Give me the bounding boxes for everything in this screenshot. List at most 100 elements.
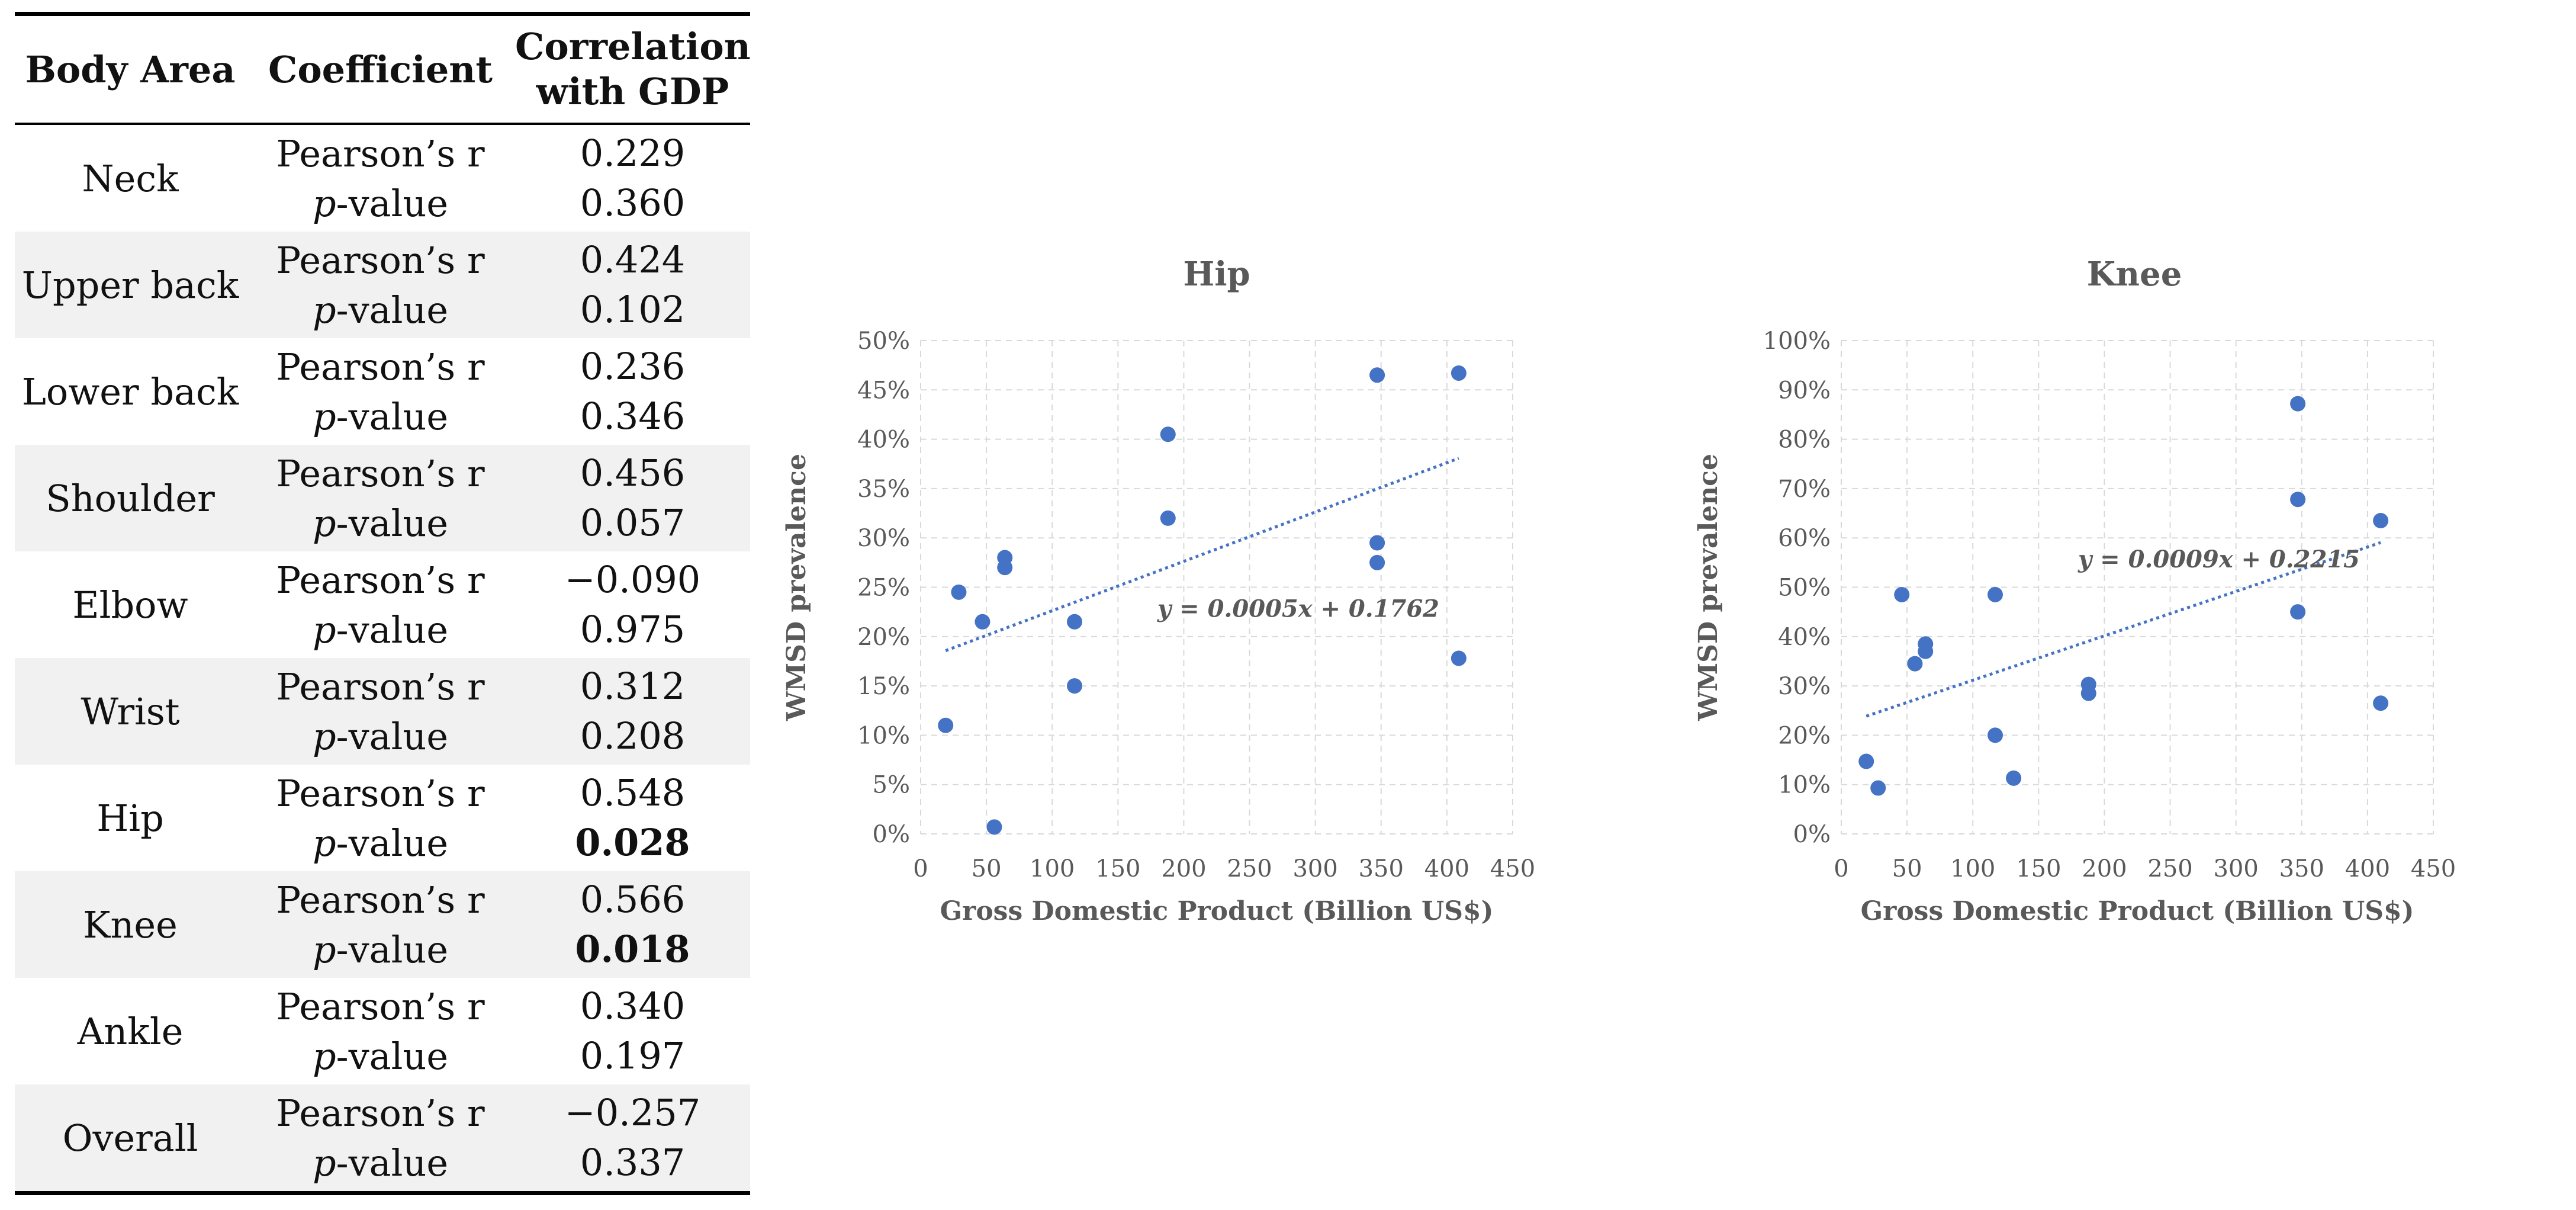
pearson-r-value: 0.548: [580, 771, 686, 815]
p-value: 0.337: [580, 1141, 686, 1185]
x-tick-label: 50: [972, 855, 1002, 882]
y-tick-label: 60%: [1778, 525, 1831, 552]
x-tick-label: 250: [2147, 855, 2192, 882]
p-value-label: p-value: [246, 1035, 515, 1078]
y-tick-label: 15%: [857, 673, 910, 700]
data-point: [1451, 365, 1467, 381]
x-tick-label: 50: [1892, 855, 1922, 882]
data-point: [986, 819, 1002, 835]
correlation-cell: 0.548 0.028: [515, 765, 750, 871]
table-header: Body Area Coefficient Correlation with G…: [15, 16, 750, 123]
body-area-cell: Upper back: [21, 263, 239, 307]
coefficient-cell: Pearson’s r p-value: [246, 1084, 515, 1191]
header-coefficient: Coefficient: [268, 47, 493, 91]
body-area-cell: Overall: [62, 1116, 198, 1160]
y-tick-label: 35%: [857, 476, 910, 503]
data-point: [1160, 510, 1176, 526]
y-tick-label: 45%: [857, 377, 910, 404]
y-tick-label: 10%: [1778, 772, 1831, 799]
body-area-cell: Lower back: [21, 370, 239, 413]
p-value: 0.028: [575, 821, 690, 865]
p-value-label: p-value: [246, 821, 515, 865]
table-row: Hip Pearson’s r p-value 0.548 0.028: [15, 765, 750, 871]
table-row: Lower back Pearson’s r p-value 0.236 0.346: [15, 338, 750, 445]
x-tick-label: 100: [1030, 855, 1075, 882]
p-italic: p: [312, 1034, 336, 1078]
p-value: 0.057: [580, 501, 686, 545]
coefficient-cell: Pearson’s r p-value: [246, 871, 515, 978]
p-value-label: p-value: [246, 608, 515, 651]
y-tick-label: 0%: [1793, 821, 1831, 848]
data-point: [1870, 780, 1886, 796]
x-tick-label: 300: [1292, 855, 1337, 882]
p-value-label: p-value: [246, 928, 515, 971]
data-point: [1067, 678, 1082, 694]
data-point: [1894, 586, 1910, 602]
pearson-r-value: 0.424: [580, 238, 686, 282]
p-suffix: -value: [336, 288, 449, 332]
p-suffix: -value: [336, 714, 449, 758]
p-suffix: -value: [336, 394, 449, 438]
p-italic: p: [312, 288, 336, 332]
pearson-r-value: −0.257: [564, 1091, 701, 1135]
correlation-cell: 0.424 0.102: [515, 232, 750, 338]
pearson-label: Pearson’s r: [276, 451, 485, 495]
header-correlation-line2: with GDP: [536, 70, 729, 113]
p-value-label: p-value: [246, 715, 515, 758]
p-suffix: -value: [336, 1141, 449, 1185]
x-tick-label: 150: [1095, 855, 1140, 882]
data-point: [1858, 753, 1874, 769]
y-axis-label: WMSD prevalence: [782, 454, 812, 721]
data-points: [1858, 396, 2389, 796]
pearson-label: Pearson’s r: [276, 878, 485, 922]
data-point: [938, 717, 954, 733]
p-value-label: p-value: [246, 1141, 515, 1185]
pearson-r-value: −0.090: [564, 558, 701, 602]
p-value-label: p-value: [246, 288, 515, 332]
data-point: [1067, 614, 1082, 630]
y-tick-labels: 0% 10% 20% 30% 40% 50% 60% 70% 80% 90% 100%: [1763, 328, 1831, 848]
pearson-label: Pearson’s r: [276, 984, 485, 1028]
pearson-label: Pearson’s r: [276, 771, 485, 815]
x-tick-label: 400: [2345, 855, 2390, 882]
table-row: Shoulder Pearson’s r p-value 0.456 0.057: [15, 445, 750, 551]
data-point: [2373, 513, 2389, 529]
x-tick-label: 0: [1834, 855, 1848, 882]
y-tick-label: 80%: [1778, 426, 1831, 454]
correlation-cell: 0.340 0.197: [515, 978, 750, 1084]
y-tick-label: 20%: [857, 624, 910, 651]
y-tick-label: 5%: [873, 772, 910, 799]
pearson-label: Pearson’s r: [276, 345, 485, 389]
data-point: [2290, 396, 2306, 412]
p-suffix: -value: [336, 927, 449, 971]
trendline: [945, 457, 1459, 652]
pearson-r-value: 0.456: [580, 451, 686, 495]
correlation-cell: 0.229 0.360: [515, 125, 750, 232]
x-tick-label: 200: [2082, 855, 2127, 882]
p-italic: p: [312, 714, 336, 758]
x-tick-label: 100: [1950, 855, 1995, 882]
data-point: [1988, 727, 2003, 743]
y-tick-label: 40%: [1778, 624, 1831, 651]
gridlines: [1841, 340, 2434, 835]
y-tick-label: 30%: [1778, 673, 1831, 700]
p-italic: p: [312, 181, 336, 225]
x-tick-label: 150: [2016, 855, 2061, 882]
coefficient-cell: Pearson’s r p-value: [246, 445, 515, 551]
p-value: 0.018: [575, 927, 690, 971]
data-point: [951, 584, 967, 600]
chart-title: Hip: [1183, 255, 1250, 294]
p-italic: p: [312, 608, 336, 651]
y-tick-label: 30%: [857, 525, 910, 552]
p-value: 0.197: [580, 1034, 686, 1078]
p-value: 0.208: [580, 714, 686, 758]
data-point: [2006, 770, 2022, 786]
x-tick-labels: 0 50 100 150 200 250 300 350 400 450: [913, 855, 1535, 882]
coefficient-cell: Pearson’s r p-value: [246, 658, 515, 765]
body-area-cell: Hip: [97, 796, 164, 840]
p-suffix: -value: [336, 821, 449, 865]
correlation-cell: 0.456 0.057: [515, 445, 750, 551]
x-tick-label: 450: [1490, 855, 1535, 882]
data-point: [1160, 426, 1176, 442]
x-tick-label: 200: [1161, 855, 1206, 882]
